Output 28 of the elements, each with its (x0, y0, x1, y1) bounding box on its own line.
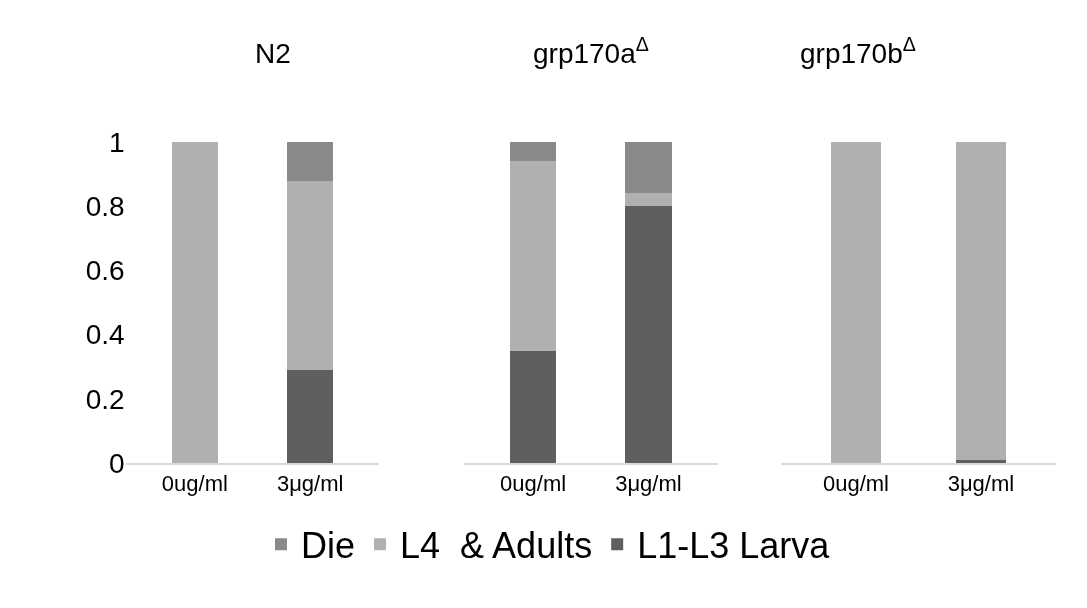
bar (287, 369, 334, 463)
y-tick-label: 0 (109, 447, 125, 479)
legend-label: L1-L3 Larva (637, 525, 831, 567)
y-tick-label: 0.8 (85, 191, 125, 222)
chart-title: grp170a$^{Δ}$ (533, 33, 649, 69)
legend-label: Die (301, 525, 356, 567)
y-tick-label: 0.2 (85, 383, 125, 415)
bar (625, 193, 672, 207)
chart-title: grp170b$^{Δ}$ (800, 33, 916, 69)
x-tick-label: 0ug/ml (500, 471, 567, 497)
y-tick-label: 1 (109, 126, 125, 158)
x-tick-label: 3μg/ml (615, 471, 682, 497)
bar (510, 350, 557, 463)
bar (287, 180, 334, 370)
bar (510, 142, 557, 162)
x-tick-label: 0ug/ml (161, 471, 228, 497)
chart-title: N2 (255, 38, 291, 69)
legend-label: L4 & Adults (400, 525, 593, 567)
y-tick-label: 0.4 (85, 319, 125, 351)
y-tick-label: 0.6 (85, 255, 125, 287)
bar (287, 142, 334, 181)
bar (625, 206, 672, 463)
bar (625, 142, 672, 194)
bar (510, 161, 557, 351)
bar (171, 142, 218, 463)
x-tick-label: 3μg/ml (947, 471, 1015, 497)
x-tick-label: 0ug/ml (822, 471, 890, 497)
x-tick-label: 3μg/ml (276, 471, 344, 497)
